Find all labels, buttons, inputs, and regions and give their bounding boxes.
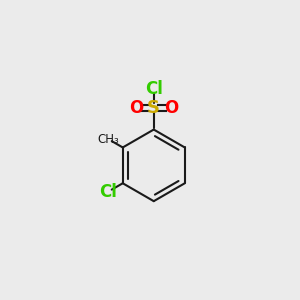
Text: S: S [147,99,160,117]
Text: CH₃: CH₃ [98,133,119,146]
Text: O: O [164,99,178,117]
Text: Cl: Cl [99,183,117,201]
Text: O: O [129,99,144,117]
Text: Cl: Cl [145,80,163,98]
